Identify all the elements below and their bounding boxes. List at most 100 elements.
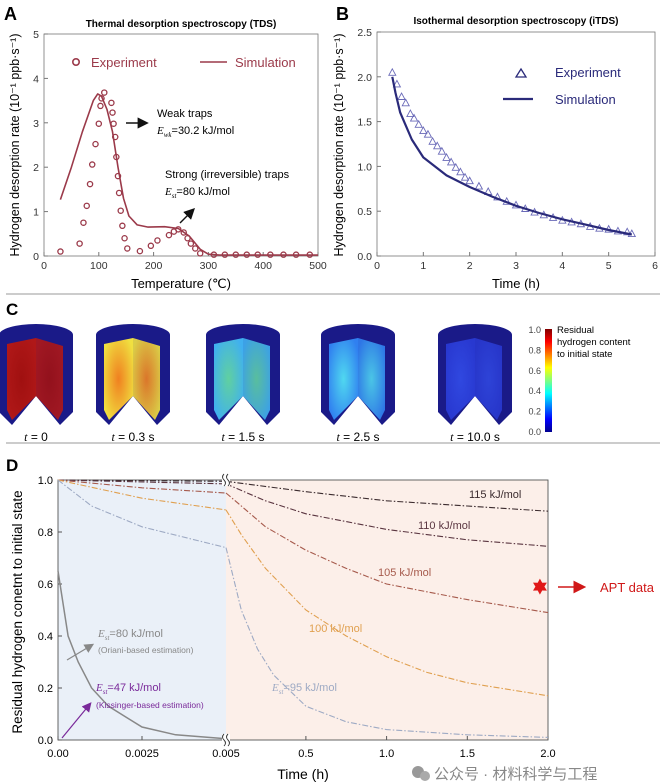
experiment-point — [180, 229, 187, 236]
x-tick-label: 100 — [90, 260, 108, 272]
x-tick-label: 2 — [467, 260, 473, 272]
simulation-snapshot: t = 2.5 s — [321, 324, 395, 444]
label-47: Est=47 kJ/mol — [95, 682, 161, 696]
panel-b: B Isothermal desorption spectroscopy (iT… — [332, 4, 658, 291]
experiment-point — [119, 222, 126, 230]
experiment-point — [406, 109, 415, 117]
colorbar-tick-label: 1.0 — [528, 325, 541, 335]
experiment-point — [88, 161, 96, 168]
experiment-point — [414, 119, 423, 128]
cut-face-left — [329, 338, 358, 420]
arrow-80 — [66, 643, 95, 661]
y-tick-label: 5 — [33, 29, 39, 41]
experiment-point — [92, 140, 99, 148]
experiment-point — [187, 240, 195, 247]
y-tick-label: 1.0 — [357, 161, 372, 173]
y-tick-label: 0.0 — [357, 251, 372, 263]
simulation-snapshot: t = 0.3 s — [96, 324, 170, 444]
weak-traps-energy: Ewk=30.2 kJ/mol — [156, 125, 234, 139]
apt-label: APT data — [600, 580, 655, 595]
chart-b-ylabel: Hydrogen desorption rate (10⁻¹ ppb·s⁻¹) — [332, 33, 346, 256]
y-tick-label: 0.5 — [357, 206, 372, 218]
y-tick-label: 4 — [33, 73, 39, 85]
cut-face-left — [104, 338, 133, 420]
time-label: t = 10.0 s — [450, 430, 500, 444]
colorbar-title: Residual hydrogen content to initial sta… — [557, 325, 633, 360]
panel-label-c: C — [6, 300, 18, 319]
colorbar-tick-label: 0.6 — [528, 366, 541, 376]
x-tick-label: 0.5 — [298, 748, 313, 760]
x-tick-label: 400 — [254, 260, 272, 272]
arrow-47 — [61, 702, 92, 739]
curve-right-segment — [225, 509, 549, 697]
experiment-point — [76, 240, 83, 247]
panel-c: C t = 0 t = 0.3 s t = 1.5 s t = 2.5 s t = 10… — [0, 300, 633, 444]
experiment-point — [388, 67, 397, 76]
x-tick-label: 200 — [145, 260, 163, 272]
experiment-point — [196, 250, 204, 257]
label-80-note: (Oriani-based estimation) — [98, 645, 194, 655]
x-tick-label: 2.0 — [540, 748, 555, 760]
y-tick-label: 3 — [33, 118, 39, 130]
panel-label-d: D — [6, 456, 18, 475]
chart-a-ylabel: Hydrogen desorption rate (10⁻¹ ppb·s⁻¹) — [8, 33, 22, 256]
experiment-point — [86, 180, 94, 188]
y-tick-label: 0.4 — [38, 631, 53, 643]
experiment-point — [124, 245, 131, 252]
x-tick-label: 6 — [652, 260, 658, 272]
experiment-point — [154, 237, 161, 244]
panel-d: D 0.00 0.0025 0.005 0.5 1.0 1.5 2.0 0.0 0.2 0.4 0.… — [6, 456, 655, 783]
y-tick-label: 1 — [33, 207, 39, 219]
curve-left-segment — [57, 570, 227, 740]
simulation-line — [391, 76, 633, 236]
x-tick-label: 5 — [606, 260, 612, 272]
background-left-segment — [58, 480, 226, 740]
experiment-point — [115, 189, 123, 197]
experiment-point — [409, 113, 419, 122]
time-label: t = 2.5 s — [336, 430, 379, 444]
legend-label-simulation-a: Simulation — [235, 55, 296, 70]
chart-b-title: Isothermal desorption spectroscopy (iTDS… — [413, 16, 618, 27]
cut-face-right — [475, 338, 502, 420]
experiment-point — [121, 234, 128, 242]
y-tick-label: 1.0 — [38, 475, 53, 487]
cut-face-left — [446, 338, 475, 420]
experiment-point — [108, 99, 115, 107]
experiment-point — [437, 146, 447, 155]
curve-right-segment — [225, 483, 549, 547]
x-tick-label: 300 — [200, 260, 218, 272]
experiment-point — [474, 181, 484, 190]
simulation-snapshot: t = 1.5 s — [206, 324, 280, 444]
strong-traps-arrow — [179, 208, 195, 224]
colorbar-tick-label: 0.2 — [528, 407, 541, 417]
curve-right-segment — [225, 480, 549, 512]
legend-label-simulation-b: Simulation — [555, 92, 616, 107]
colorbar-tick-label: 0.0 — [528, 427, 541, 437]
axis-break-top — [222, 473, 230, 487]
curve-left-segment — [57, 479, 227, 511]
experiment-point — [446, 157, 456, 166]
label-80: Est=80 kJ/mol — [97, 628, 163, 642]
plot-frame-a — [43, 33, 319, 257]
cut-face-right — [36, 338, 63, 420]
colorbar-tick-label: 0.4 — [528, 386, 541, 396]
cut-face-right — [133, 338, 160, 420]
time-label: t = 0.3 s — [111, 430, 154, 444]
cut-face-right — [243, 338, 270, 420]
experiment-point — [147, 242, 155, 250]
y-tick-label: 2.5 — [357, 27, 372, 39]
x-tick-label: 3 — [513, 260, 519, 272]
y-tick-label: 0.6 — [38, 579, 53, 591]
experiment-point — [622, 227, 632, 236]
time-label: t = 0 — [24, 430, 48, 444]
experiment-point — [428, 136, 437, 145]
chart-a-title: Thermal desorption spectroscopy (TDS) — [86, 19, 277, 30]
curve-right-segment — [225, 547, 549, 738]
x-tick-label: 0.0025 — [125, 748, 159, 760]
experiment-point — [57, 248, 64, 255]
experiment-point — [423, 129, 433, 138]
y-tick-label: 2 — [33, 162, 39, 174]
y-tick-label: 0.2 — [38, 683, 53, 695]
colorbar — [545, 329, 552, 432]
